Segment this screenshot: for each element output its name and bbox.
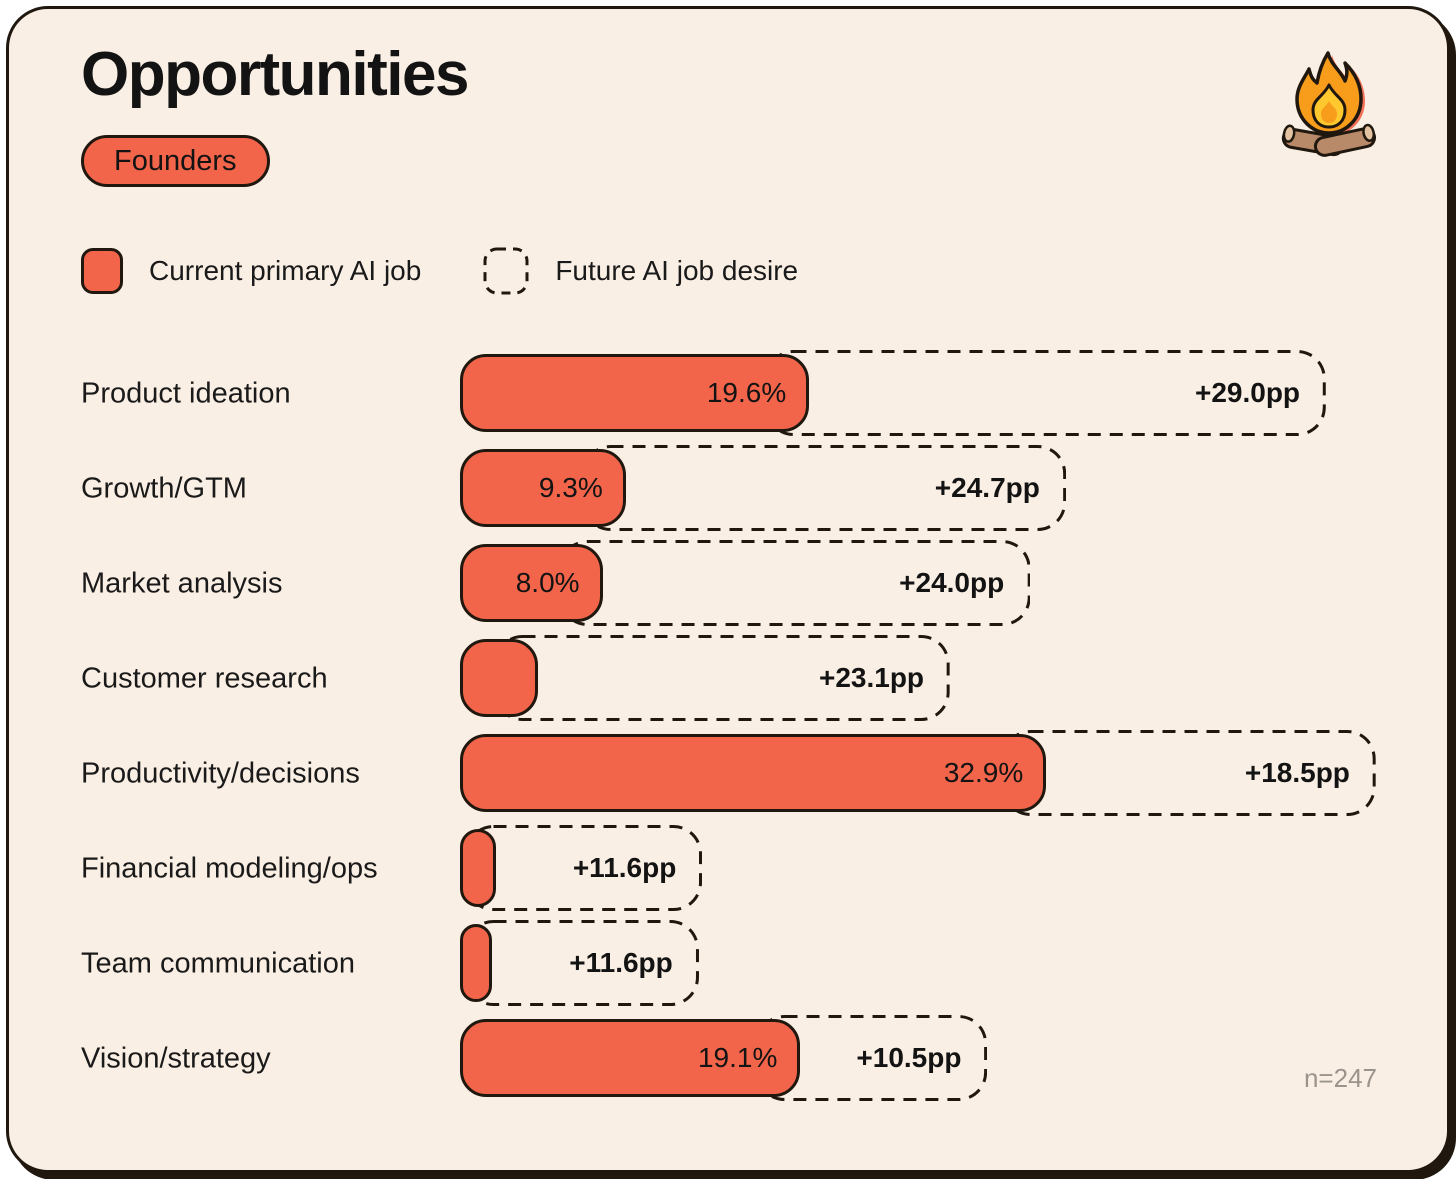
bar-track: +24.0pp 8.0% <box>460 540 1447 626</box>
bar-track: +23.1pp <box>460 635 1447 721</box>
current-bar: 9.3% <box>460 449 626 527</box>
future-desire-bar: +18.5pp <box>1002 730 1376 816</box>
current-value-label: 32.9% <box>943 757 1024 788</box>
future-gain-label: +18.5pp <box>1244 757 1350 788</box>
future-gain-label: +10.5pp <box>856 1042 962 1073</box>
current-bar: 8.0% <box>460 544 603 622</box>
campfire-icon <box>1281 51 1377 157</box>
future-desire-bar: +23.1pp <box>494 635 951 721</box>
category-label: Product ideation <box>81 377 291 409</box>
category-label: Productivity/decisions <box>81 757 360 789</box>
future-desire-bar: +11.6pp <box>465 825 703 911</box>
category-label: Vision/strategy <box>81 1042 271 1074</box>
current-value-label: 19.1% <box>697 1042 778 1073</box>
future-desire-bar: +24.7pp <box>581 445 1066 531</box>
sample-size-label: n=247 <box>1303 1063 1377 1093</box>
log-right <box>1313 123 1377 157</box>
category-label: Market analysis <box>81 567 283 599</box>
future-gain-label: +23.1pp <box>818 662 925 693</box>
category-label: Growth/GTM <box>81 472 247 504</box>
bar-track: +29.0pp 19.6% <box>460 350 1447 436</box>
legend-swatch-future <box>483 247 529 295</box>
current-bar: 19.6% <box>460 354 810 432</box>
future-gain-label: +11.6pp <box>572 852 677 883</box>
chart-card: Opportunities Founders Current primary A… <box>6 6 1450 1173</box>
future-desire-bar: +11.6pp <box>464 920 699 1006</box>
dashed-outline <box>494 635 951 721</box>
future-gain-label: +24.7pp <box>934 472 1040 503</box>
future-gain-label: +29.0pp <box>1194 377 1301 408</box>
future-desire-bar: +24.0pp <box>558 540 1031 626</box>
bar-row: Product ideation +29.0pp 19.6% <box>9 346 1447 441</box>
current-bar <box>460 924 493 1002</box>
legend-label-future: Future AI job desire <box>555 255 799 286</box>
bar-row: Market analysis +24.0pp 8.0% <box>9 536 1447 631</box>
bar-row: Vision/strategy +10.5pp 19.1% <box>9 1011 1447 1106</box>
audience-badge-label: Founders <box>114 144 237 177</box>
legend-item-future: Future AI job desire <box>483 247 798 295</box>
bar-track: +18.5pp 32.9% <box>460 730 1447 816</box>
future-desire-bar: +29.0pp <box>765 350 1327 436</box>
dashed-outline <box>464 920 699 1006</box>
bar-rows: Product ideation +29.0pp 19.6% Growth/GT… <box>9 346 1447 1106</box>
current-bar <box>460 829 496 907</box>
legend-swatch-current <box>81 248 123 294</box>
bar-track: +11.6pp <box>460 920 1447 1006</box>
category-label: Customer research <box>81 662 328 694</box>
future-gain-label: +11.6pp <box>569 947 673 978</box>
bar-row: Productivity/decisions +18.5pp 32.9% <box>9 726 1447 821</box>
future-gain-label: +24.0pp <box>899 567 1005 598</box>
legend-label-current: Current primary AI job <box>149 255 422 286</box>
legend-item-current: Current primary AI job <box>81 248 421 294</box>
current-bar: 32.9% <box>460 734 1047 812</box>
bar-row: Financial modeling/ops +11.6pp <box>9 821 1447 916</box>
current-bar <box>460 639 539 717</box>
bar-track: +11.6pp <box>460 825 1447 911</box>
current-value-label: 8.0% <box>515 567 580 598</box>
category-label: Financial modeling/ops <box>81 852 378 884</box>
audience-badge: Founders <box>81 135 270 187</box>
current-value-label: 9.3% <box>538 472 603 503</box>
bar-row: Customer research +23.1pp <box>9 631 1447 726</box>
current-value-label: 19.6% <box>706 377 787 408</box>
legend: Current primary AI job Future AI job des… <box>81 247 798 295</box>
bar-row: Growth/GTM +24.7pp 9.3% <box>9 441 1447 536</box>
category-label: Team communication <box>81 947 355 979</box>
bar-track: +10.5pp 19.1% <box>460 1015 1447 1101</box>
current-bar: 19.1% <box>460 1019 801 1097</box>
page-title: Opportunities <box>81 40 469 109</box>
bar-row: Team communication +11.6pp <box>9 916 1447 1011</box>
bar-track: +24.7pp 9.3% <box>460 445 1447 531</box>
